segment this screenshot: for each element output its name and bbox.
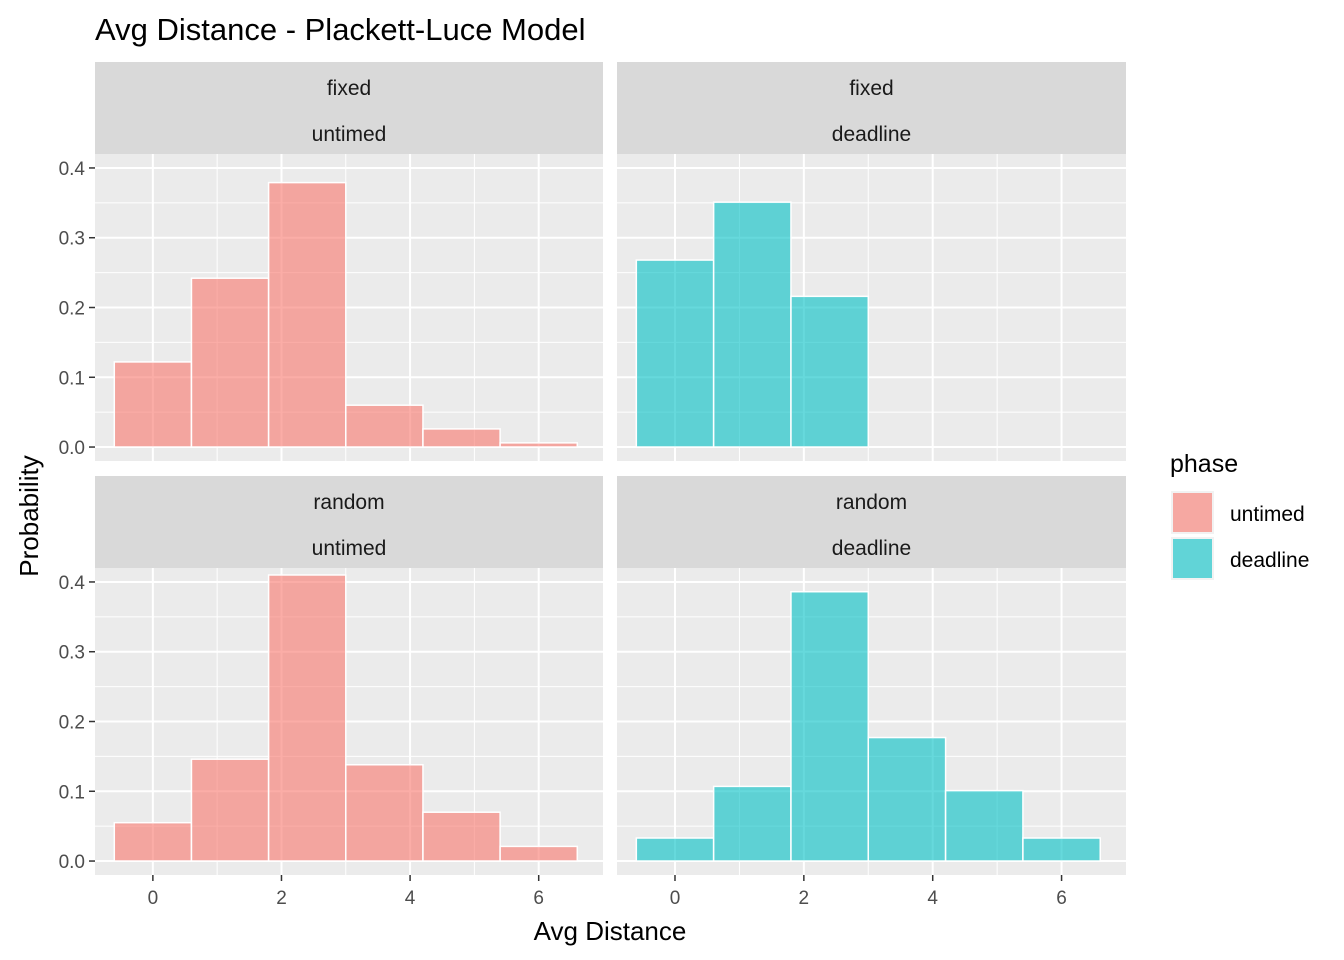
y-tick-label: 0.1 [59,368,85,389]
y-tick-label: 0.4 [59,573,86,594]
strip-label-order: random [836,491,907,514]
histogram-bar [790,590,870,862]
histogram-bar [499,845,579,862]
x-tick-label: 4 [405,888,416,909]
x-tick-label: 4 [927,888,938,909]
y-axis-label: Probability [14,455,44,576]
histogram-bar [422,811,501,862]
legend: phase untimed deadline [1170,450,1309,580]
x-tick-label: 6 [1056,888,1067,909]
histogram-bar [113,361,193,448]
histogram-bar [190,758,270,862]
strip-label-phase: untimed [312,537,387,560]
x-tick-label: 6 [533,888,544,909]
legend-entry-label: deadline [1230,549,1309,572]
histogram-bar [790,295,870,448]
facet-strip [95,62,603,154]
histogram-bar [345,404,424,448]
y-tick-label: 0.0 [59,438,85,459]
y-tick-label: 0.3 [59,643,85,664]
x-tick-label: 2 [276,888,287,909]
histogram-bar [190,277,270,448]
y-tick-label: 0.3 [59,229,85,250]
legend-key-swatch [1173,539,1212,578]
chart-title: Avg Distance - Plackett-Luce Model [95,12,586,47]
strip-label-order: fixed [327,77,371,100]
histogram-bar [345,764,424,862]
y-tick-label: 0.2 [59,299,85,320]
strip-label-phase: untimed [312,123,387,146]
strip-label-order: random [313,491,384,514]
facet-strip [95,476,603,568]
y-tick-label: 0.1 [59,782,85,803]
x-tick-label: 0 [670,888,681,909]
facet-strip [617,62,1126,154]
histogram-bar [635,837,715,862]
facet-strip [617,476,1126,568]
strip-label-order: fixed [849,77,893,100]
histogram-bar [113,821,193,862]
legend-key-swatch [1173,493,1212,532]
strip-label-phase: deadline [832,537,911,560]
histogram-bar [712,201,792,448]
histogram-bar [267,181,347,448]
histogram-bar [1022,837,1101,862]
legend-entry-label: untimed [1230,503,1305,526]
y-tick-label: 0.2 [59,713,85,734]
histogram-bar [712,785,792,862]
y-tick-label: 0.4 [59,159,86,180]
x-tick-label: 0 [148,888,159,909]
x-tick-label: 2 [799,888,810,909]
strip-label-phase: deadline [832,123,911,146]
legend-title: phase [1170,450,1238,478]
y-tick-label: 0.0 [59,852,85,873]
histogram-bar [422,428,501,448]
histogram-bar [635,259,715,448]
panels: fixed untimed 0.0 0.1 0.2 0.3 0.4 fixed deadline… [59,62,1126,909]
histogram-bar [867,736,947,862]
histogram-bar [944,789,1024,862]
histogram-bar [499,442,579,448]
x-axis-label: Avg Distance [534,916,687,946]
histogram-bar [267,574,347,862]
